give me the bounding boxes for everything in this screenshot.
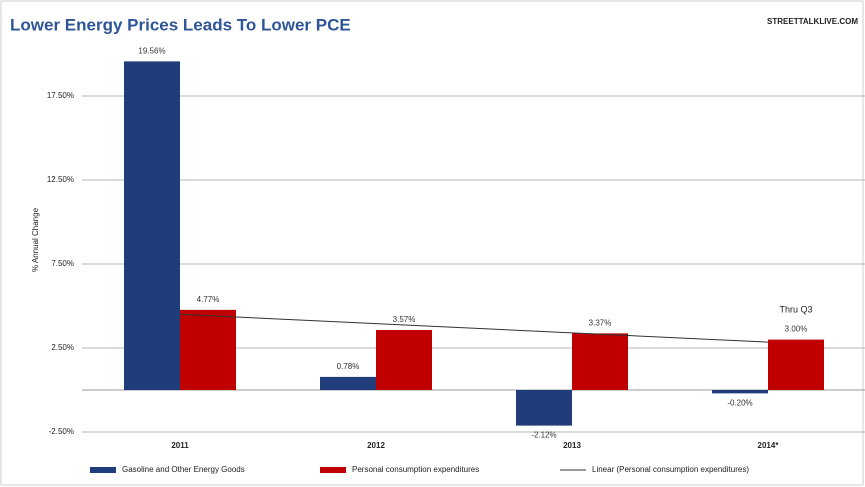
y-tick-label: 2.50% bbox=[51, 343, 74, 352]
bar bbox=[320, 376, 376, 390]
data-label: 0.78% bbox=[337, 362, 360, 371]
annotation: Thru Q3 bbox=[779, 304, 812, 314]
bar bbox=[124, 61, 180, 390]
source: STREETTALKLIVE.COM bbox=[767, 17, 858, 26]
y-tick-label: 7.50% bbox=[51, 259, 74, 268]
y-tick-label: 12.50% bbox=[47, 175, 74, 184]
legend-swatch bbox=[320, 467, 346, 473]
x-tick-label: 2011 bbox=[171, 441, 189, 450]
bar bbox=[180, 309, 236, 390]
y-tick-label: 17.50% bbox=[47, 91, 74, 100]
data-label: 3.37% bbox=[589, 318, 612, 327]
bar bbox=[712, 390, 768, 394]
legend-label: Personal consumption expenditures bbox=[352, 465, 479, 474]
data-label: -2.12% bbox=[531, 431, 556, 440]
trend-line bbox=[179, 313, 769, 343]
bar bbox=[376, 330, 432, 390]
bar bbox=[572, 333, 628, 390]
y-tick-label: -2.50% bbox=[49, 427, 74, 436]
x-tick-label: 2014* bbox=[758, 441, 780, 450]
bar bbox=[768, 339, 824, 390]
x-tick-label: 2012 bbox=[367, 441, 385, 450]
bar bbox=[516, 390, 572, 426]
data-label: 3.57% bbox=[393, 315, 416, 324]
legend-label: Gasoline and Other Energy Goods bbox=[122, 465, 245, 474]
y-axis-label: % Annual Change bbox=[31, 207, 40, 272]
data-label: 3.00% bbox=[785, 325, 808, 334]
chart-title: Lower Energy Prices Leads To Lower PCE bbox=[10, 15, 351, 34]
x-tick-label: 2013 bbox=[563, 441, 581, 450]
data-label: 19.56% bbox=[138, 47, 165, 56]
legend-label: Linear (Personal consumption expenditure… bbox=[592, 465, 749, 474]
data-label: 4.77% bbox=[197, 295, 220, 304]
legend-swatch bbox=[90, 467, 116, 473]
data-label: -0.20% bbox=[727, 398, 752, 407]
